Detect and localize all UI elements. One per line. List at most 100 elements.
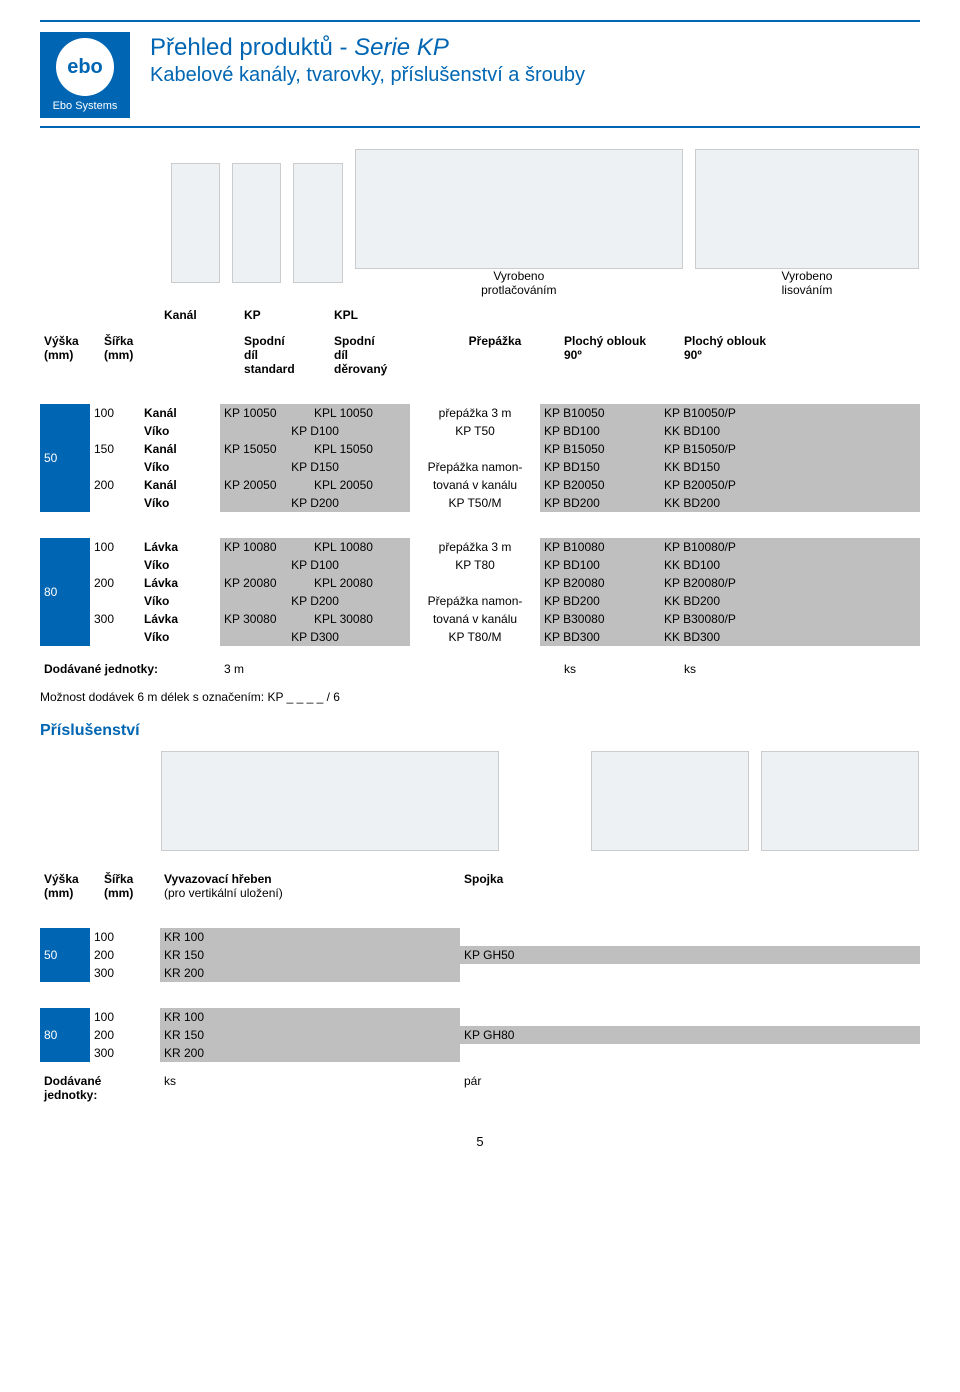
table-row: Víko KP D100 KP T50 KP BD100 KK BD100 [40, 422, 920, 440]
cell: KP B20080/P [660, 574, 920, 592]
cell: KP D150 [220, 458, 410, 476]
title-series: Serie KP [354, 34, 449, 61]
accessories-title: Příslušenství [40, 722, 920, 740]
cell: KP T50 [410, 422, 540, 440]
caption-text: lisováním [782, 283, 833, 297]
hdr: děrovaný [334, 362, 387, 376]
cell: KP BD300 [540, 628, 660, 646]
hdr: (mm) [104, 886, 133, 900]
cell: KP BD200 [540, 494, 660, 512]
cell: KP B10080/P [660, 538, 920, 556]
row-label: Víko [140, 556, 220, 574]
cell [410, 574, 540, 592]
column-headers: Výška(mm) Šířka(mm) Spodnídílstandard Sp… [40, 332, 920, 378]
product-image [761, 751, 919, 851]
image-row-2 [40, 750, 920, 852]
cell: KK BD200 [660, 494, 920, 512]
product-image [161, 751, 499, 851]
cell: KP B20050/P [660, 476, 920, 494]
table-row: 50 100 Kanál KP 10050 KPL 10050 přepážka… [40, 404, 920, 422]
sirka-cell: 300 [90, 610, 140, 646]
cell: KR 100 [160, 928, 460, 946]
cell: KP T80 [410, 556, 540, 574]
vyska-cell: 80 [40, 538, 90, 646]
cell: KP 30080 [220, 610, 310, 628]
cell: KP B10050/P [660, 404, 920, 422]
cell: KK BD200 [660, 592, 920, 610]
hdr: 90º [564, 348, 582, 362]
page-title: Přehled produktů - Serie KP [150, 34, 920, 62]
units-val: ks [160, 1072, 460, 1104]
cell: tovaná v kanálu [410, 476, 540, 494]
cell: KP 15050 [220, 440, 310, 458]
sirka-cell: 200 [90, 946, 140, 964]
cell: Přepážka namon- [410, 458, 540, 476]
table-row: 80 100 Lávka KP 10080 KPL 10080 přepážka… [40, 538, 920, 556]
hdr: 90º [684, 348, 702, 362]
kanal-header-row: Kanál KP KPL [40, 306, 920, 324]
sirka-cell: 300 [90, 1044, 140, 1062]
cell: KP GH50 [460, 946, 920, 964]
hdr: Šířka [104, 334, 133, 348]
cell: KP BD150 [540, 458, 660, 476]
cell: KK BD150 [660, 458, 920, 476]
product-image [355, 149, 683, 269]
sirka-cell: 100 [90, 928, 140, 946]
logo-subtitle: Ebo Systems [46, 100, 124, 112]
units-label: Dodávané jednotky: [40, 660, 220, 678]
cell [460, 928, 920, 946]
cell: KR 100 [160, 1008, 460, 1026]
label: KPL [330, 306, 420, 324]
cell: KP B20050 [540, 476, 660, 494]
cell: KP 20050 [220, 476, 310, 494]
product-image [171, 163, 220, 283]
data-block-2: 80 100 Lávka KP 10080 KPL 10080 přepážka… [40, 538, 920, 646]
table-row: 200 Lávka KP 20080 KPL 20080 KP B20080 K… [40, 574, 920, 592]
vyska-cell: 50 [40, 404, 90, 512]
cell: KR 150 [160, 1026, 460, 1044]
row-label: Kanál [140, 440, 220, 458]
caption-text: protlačováním [481, 283, 556, 297]
hdr: Plochý oblouk [684, 334, 766, 348]
vyska-cell: 80 [40, 1008, 90, 1062]
cell: KP T80/M [410, 628, 540, 646]
data-block-1: 50 100 Kanál KP 10050 KPL 10050 přepážka… [40, 404, 920, 512]
cell: KPL 10080 [310, 538, 410, 556]
cell: KR 200 [160, 1044, 460, 1062]
cell: KP D200 [220, 592, 410, 610]
row-label: Víko [140, 628, 220, 646]
logo: ebo Ebo Systems [40, 32, 130, 118]
hdr: Spojka [460, 870, 920, 902]
page-subtitle: Kabelové kanály, tvarovky, příslušenství… [150, 64, 920, 87]
units-val: ks [560, 660, 680, 678]
sirka-cell: 200 [90, 574, 140, 610]
hdr: Přepážka [469, 334, 522, 348]
cell: KR 200 [160, 964, 460, 982]
hdr: Spodní [334, 334, 375, 348]
cell: KP B30080/P [660, 610, 920, 628]
table-row: 50 100 KR 100 [40, 928, 920, 946]
hdr: Šířka [104, 872, 133, 886]
cell: KP D100 [220, 556, 410, 574]
units-row-1: Dodávané jednotky: 3 m ks ks [40, 660, 920, 678]
product-image [695, 149, 919, 269]
row-label: Víko [140, 494, 220, 512]
cell: KP B10080 [540, 538, 660, 556]
table-row: 200 KR 150 KP GH50 [40, 946, 920, 964]
row-label: Kanál [140, 404, 220, 422]
product-image [293, 163, 342, 283]
table-row: 300 KR 200 [40, 964, 920, 982]
table-row: Víko KP D300 KP T80/M KP BD300 KK BD300 [40, 628, 920, 646]
hdr: (mm) [44, 348, 73, 362]
image-row-1: Vyrobeno protlačováním Vyrobeno lisování… [40, 148, 920, 298]
cell: KP BD200 [540, 592, 660, 610]
product-image [232, 163, 281, 283]
hdr: Vyvazovací hřeben [164, 872, 272, 886]
cell: KP D200 [220, 494, 410, 512]
cell [460, 964, 920, 982]
label: Kanál [160, 306, 240, 324]
table-row: Víko KP D200 Přepážka namon- KP BD200 KK… [40, 592, 920, 610]
sirka-cell: 300 [90, 964, 140, 982]
note-6m: Možnost dodávek 6 m délek s označením: K… [40, 690, 920, 704]
cell: KP 10050 [220, 404, 310, 422]
